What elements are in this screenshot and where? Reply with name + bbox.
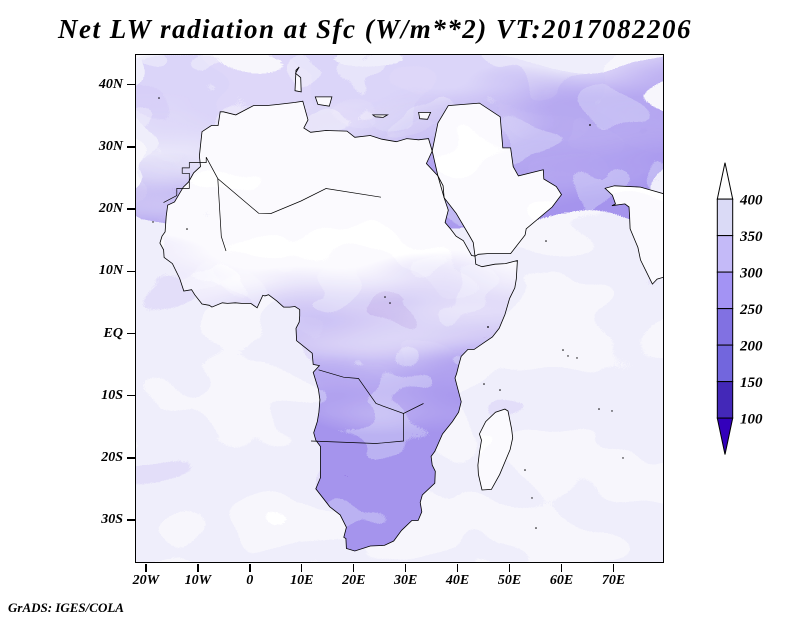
svg-text:300: 300: [739, 266, 763, 282]
svg-text:400: 400: [739, 193, 763, 209]
svg-text:200: 200: [739, 339, 763, 355]
svg-text:350: 350: [739, 229, 763, 245]
svg-text:250: 250: [739, 302, 763, 318]
svg-text:100: 100: [740, 412, 763, 428]
svg-text:150: 150: [740, 375, 763, 391]
